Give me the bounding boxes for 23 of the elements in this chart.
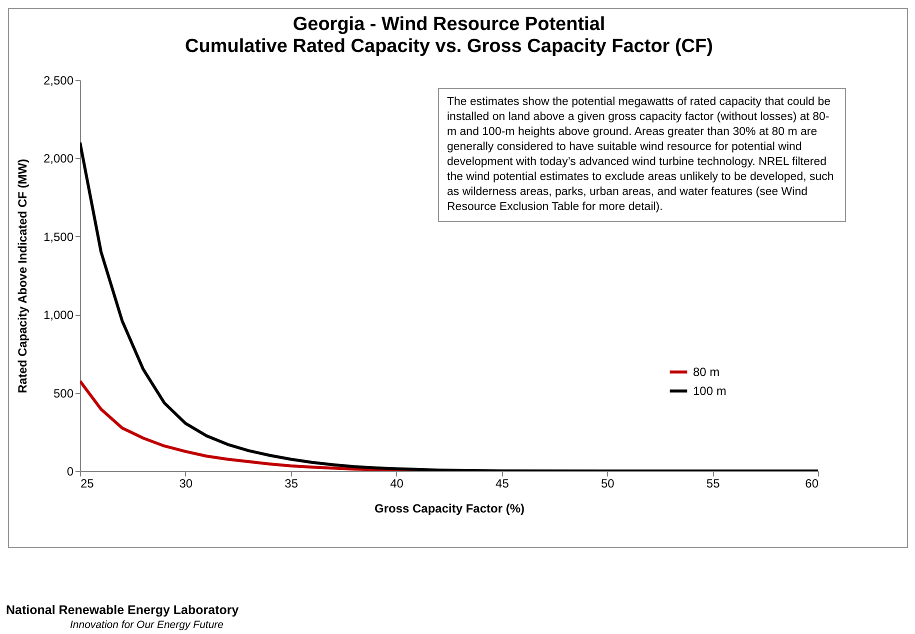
chart-title: Georgia - Wind Resource Potential: [292, 14, 606, 35]
x-axis-title: Gross Capacity Factor (%): [374, 502, 525, 516]
legend-label: 100 m: [693, 384, 726, 398]
y-tick-label: 2,500: [43, 74, 74, 88]
y-tick-label: 500: [53, 386, 74, 400]
y-tick-label: 0: [66, 464, 74, 478]
x-tick-label: 35: [284, 476, 298, 490]
x-tick-label: 25: [80, 476, 94, 490]
chart-subtitle: Cumulative Rated Capacity vs. Gross Capacity Factor (CF): [185, 36, 713, 57]
x-tick-label: 60: [805, 476, 819, 490]
y-tick-label: 1,000: [43, 308, 74, 322]
x-tick-label: 55: [706, 476, 720, 490]
x-tick-label: 45: [496, 476, 510, 490]
annotation: The estimates show the potential megawatts of rated capacity that could be installed on land above a given gross capacity factor (without losses) at 80-m and 100-m heights above ground. Areas greater than 30% at 80 m are generally considered to have suitable wind resource for potential wind development with today’s advanced wind turbine technology. NREL filtered the wind potential estimates to exclude areas unlikely to be developed, such as wilderness areas, parks, urban areas, and water features (see Wind Resource Exclusion Table for more detail).: [438, 88, 846, 222]
x-tick-label: 50: [600, 476, 615, 490]
x-tick-label: 30: [179, 476, 193, 490]
y-tick-label: 1,500: [43, 230, 74, 244]
x-tick-label: 40: [390, 476, 404, 490]
text: National Renewable Energy Laboratory: [6, 603, 239, 617]
text: Innovation for Our Energy Future: [70, 619, 224, 631]
y-axis-title: Rated Capacity Above Indicated CF (MW): [15, 158, 30, 394]
legend-label: 80 m: [693, 365, 720, 380]
y-tick-label: 2,000: [43, 152, 74, 166]
